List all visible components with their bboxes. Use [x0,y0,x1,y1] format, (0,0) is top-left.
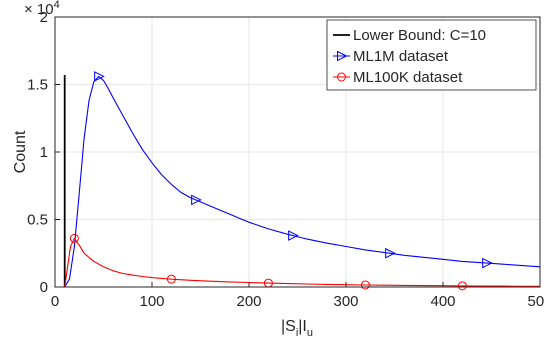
x-tick-label: 300 [333,293,358,310]
y-tick-label: 0 [40,279,48,296]
series-line-1 [64,75,541,288]
series-1 [64,71,541,288]
legend-label: Lower Bound: C=10 [353,27,486,44]
x-axis-label: |Si|Iu [281,318,313,339]
series-2 [64,233,540,291]
series-line-2 [64,237,540,288]
x-tick-label: 400 [430,293,455,310]
y-tick-label: 1.5 [27,77,48,94]
y-axis-label: Count [12,130,29,173]
ticks: 0 100 200 300 400 500 0 0.5 1 1.5 2 [27,9,544,310]
x-tick-label: 200 [236,293,261,310]
y-tick-label: 0.5 [27,212,48,229]
legend-swatch-marker [337,72,346,82]
series-marker-1 [288,230,299,241]
legend-item-2: ML100K dataset [333,69,463,86]
series-marker-2 [360,280,370,290]
legend-box [326,19,537,91]
y-tick-label: 2 [40,9,48,26]
series-marker-1 [94,71,105,82]
series-marker-1 [482,257,493,269]
series-marker-2 [457,281,467,291]
legend-swatch-marker [337,50,348,62]
series-marker-2 [166,274,176,284]
legend: Lower Bound: C=10 ML1M dataset ML100K data… [326,19,537,91]
y-exponent-label: × 104 [24,0,60,18]
series-marker-2 [69,233,79,243]
legend-item-0: Lower Bound: C=10 [333,27,486,44]
series-layer [63,71,541,291]
series-marker-1 [385,247,396,259]
series-marker-1 [191,194,202,206]
x-tick-label: 100 [139,293,164,310]
y-tick-label: 1 [40,144,48,161]
x-tick-label: 500 [527,293,544,310]
x-tick-label: 0 [51,293,59,310]
legend-item-1: ML1M dataset [333,48,449,65]
legend-label: ML1M dataset [353,48,449,65]
legend-label: ML100K dataset [353,69,463,86]
